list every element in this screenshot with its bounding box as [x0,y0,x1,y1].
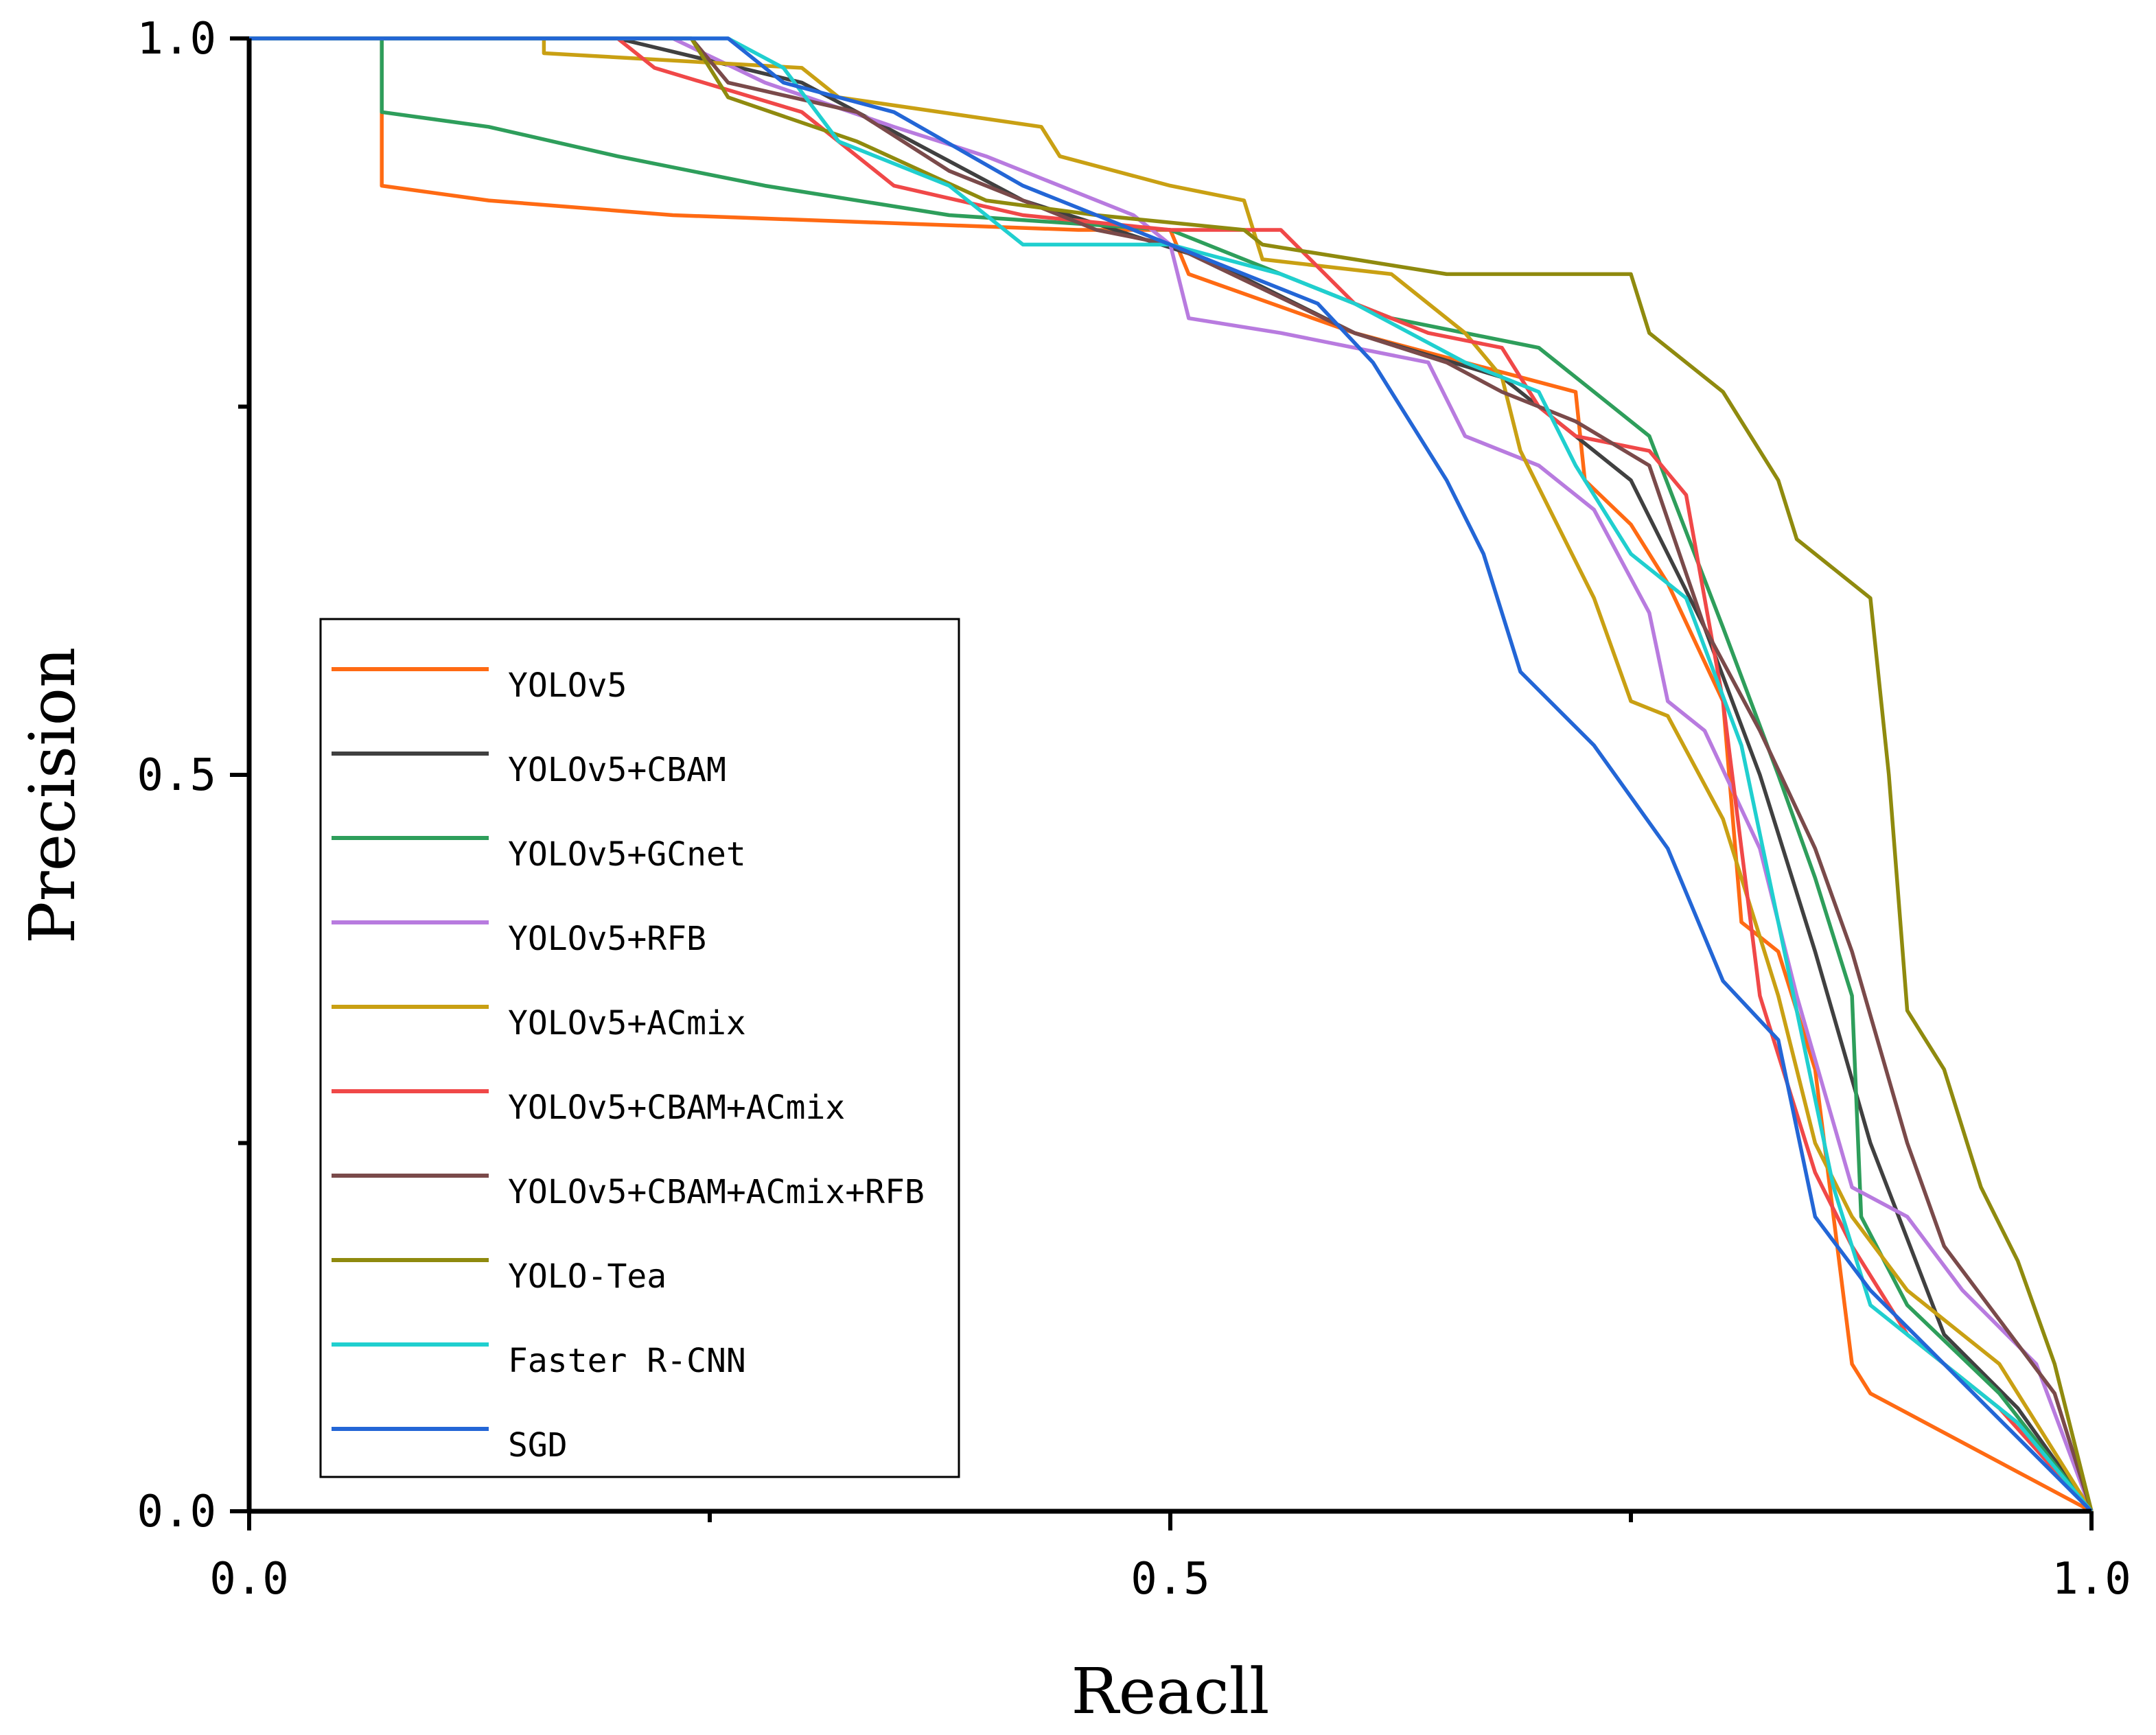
x-tick-label: 0.0 [209,1554,289,1605]
y-tick-label: 0.0 [137,1487,216,1537]
series-line-6 [249,36,2094,1513]
legend-label-8: YOLO-Tea [508,1257,666,1296]
series-lines [249,36,2094,1513]
series-line-10 [249,36,2093,1513]
y-tick-label: 0.5 [137,750,216,801]
series-line-9 [249,36,2094,1513]
series-line-1 [249,36,2093,1513]
legend-label-2: YOLOv5+CBAM [508,751,726,789]
y-tick-label: 1.0 [137,14,216,65]
x-tick-label: 1.0 [2052,1554,2131,1605]
legend: YOLOv5 YOLOv5+CBAM YOLOv5+GCnet YOLOv5+RFB Y… [319,618,960,1478]
tick-labels: 0.0 0.5 1.0 0.0 0.5 1.0 [137,14,2131,1605]
series-line-3 [249,36,2094,1513]
legend-label-3: YOLOv5+GCnet [508,835,746,874]
legend-label-1: YOLOv5 [508,666,627,705]
legend-label-9: Faster R-CNN [508,1342,746,1380]
legend-label-5: YOLOv5+ACmix [508,1004,746,1043]
series-line-4 [249,36,2094,1512]
legend-box [319,618,960,1478]
axis-titles: Reacll Precision [16,647,1269,1728]
legend-label-4: YOLOv5+RFB [508,920,706,958]
legend-label-7: YOLOv5+CBAM+ACmix+RFB [508,1173,925,1211]
legend-label-6: YOLOv5+CBAM+ACmix [508,1088,845,1127]
series-line-8 [249,36,2094,1512]
series-line-7 [249,36,2094,1512]
x-tick-label: 0.5 [1131,1554,1210,1605]
legend-label-10: SGD [508,1426,568,1465]
y-axis-title: Precision [16,647,89,944]
x-axis-title: Reacll [1071,1655,1270,1728]
axes [230,36,2094,1530]
